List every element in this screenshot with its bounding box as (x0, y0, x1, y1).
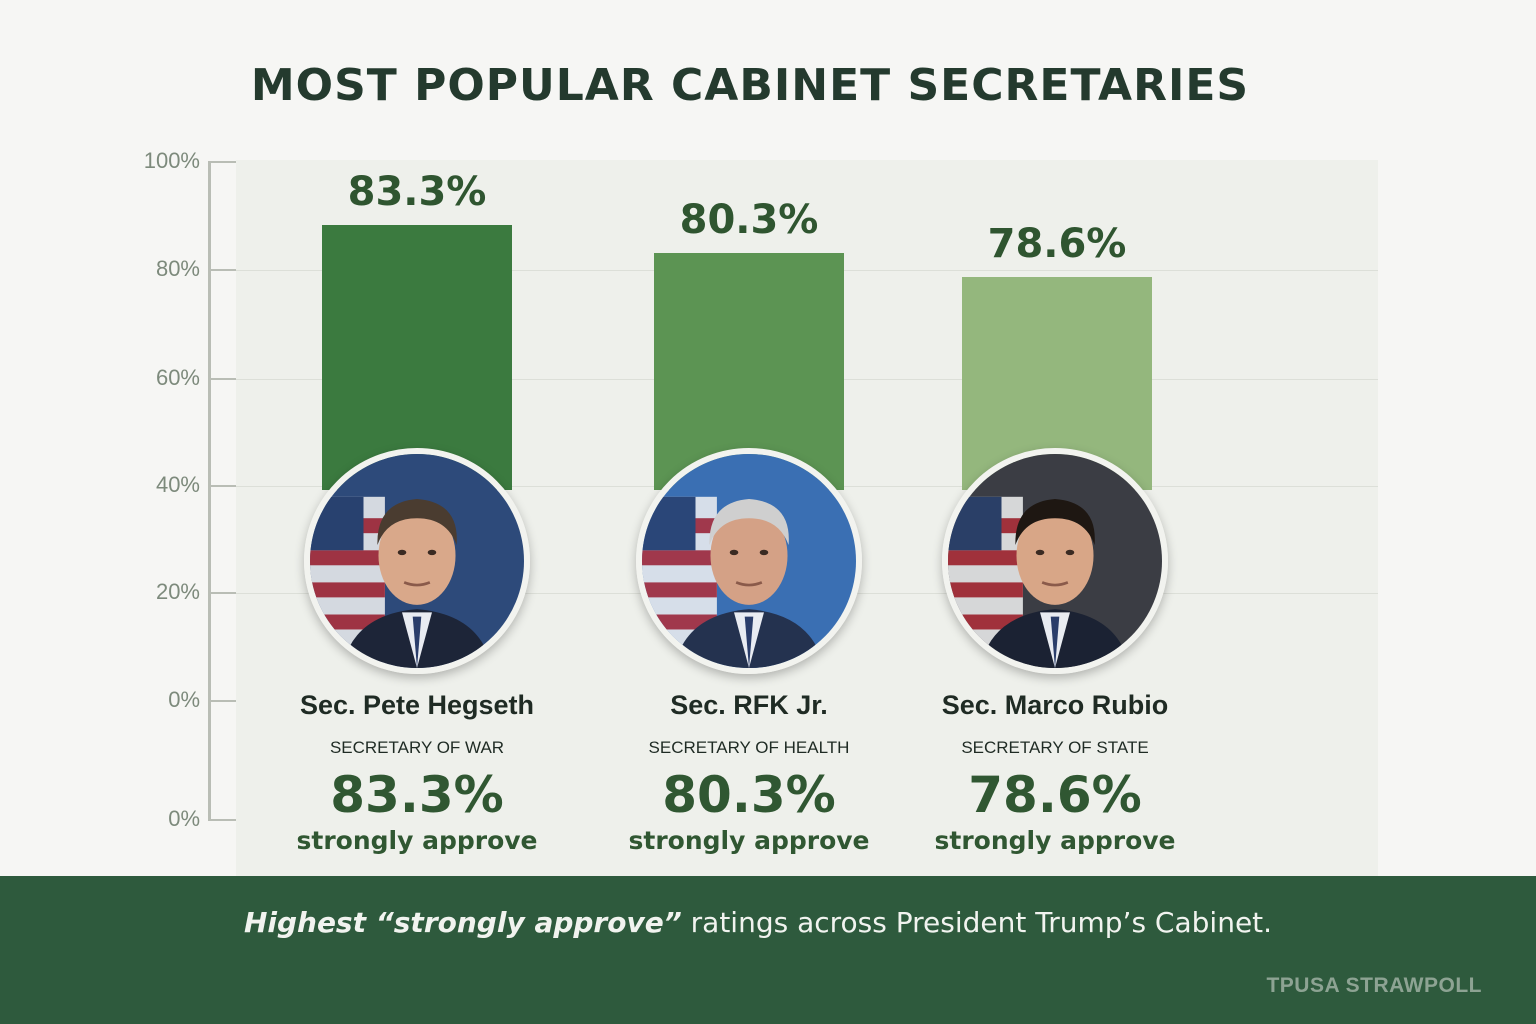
y-axis-line (208, 162, 211, 820)
footer-banner: Highest “strongly approve” ratings acros… (0, 876, 1536, 1024)
footer-caption-bold: Highest “strongly approve” (243, 906, 682, 939)
y-tick-mark (208, 378, 236, 380)
approval-caption: strongly approve (934, 826, 1176, 855)
y-tick-label: 100% (143, 148, 200, 173)
bar-value-label: 78.6% (987, 221, 1127, 267)
brand-label: TPUSA STRAWPOLL (1266, 974, 1482, 997)
y-tick-label: 0% (168, 687, 200, 712)
bar-1 (322, 225, 512, 490)
y-tick-mark (208, 161, 236, 163)
portrait-hegseth-icon (304, 448, 530, 674)
y-tick-label: 0% (168, 806, 200, 831)
portrait-rubio-icon (942, 448, 1168, 674)
approval-percent: 80.3% (662, 766, 836, 824)
secretary-role: SECRETARY OF STATE (961, 738, 1149, 757)
footer-caption-rest: ratings across President Trump’s Cabinet… (681, 906, 1273, 939)
y-tick-mark (208, 592, 236, 594)
footer-caption: Highest “strongly approve” ratings acros… (0, 906, 1516, 939)
secretary-name: Sec. Marco Rubio (941, 690, 1169, 720)
approval-percent: 83.3% (330, 766, 504, 824)
approval-caption: strongly approve (628, 826, 870, 855)
y-tick-label: 60% (155, 365, 200, 390)
secretary-role: SECRETARY OF HEALTH (648, 738, 850, 757)
bar-value-label: 83.3% (347, 169, 487, 215)
y-tick-mark (208, 700, 236, 702)
y-tick-mark (208, 269, 236, 271)
y-tick-label: 20% (155, 579, 200, 604)
secretary-role: SECRETARY OF WAR (329, 738, 505, 757)
secretary-name: Sec. RFK Jr. (670, 690, 828, 720)
y-tick-mark (208, 485, 236, 487)
chart-title: MOST POPULAR CABINET SECRETARIES (250, 60, 1250, 111)
y-tick-label: 80% (155, 256, 200, 281)
secretary-name: Sec. Pete Hegseth (299, 690, 535, 720)
portrait-rfk-icon (636, 448, 862, 674)
approval-percent: 78.6% (968, 766, 1142, 824)
bar-value-label: 80.3% (679, 197, 819, 243)
approval-caption: strongly approve (296, 826, 538, 855)
y-tick-mark (208, 819, 236, 821)
y-tick-label: 40% (155, 472, 200, 497)
